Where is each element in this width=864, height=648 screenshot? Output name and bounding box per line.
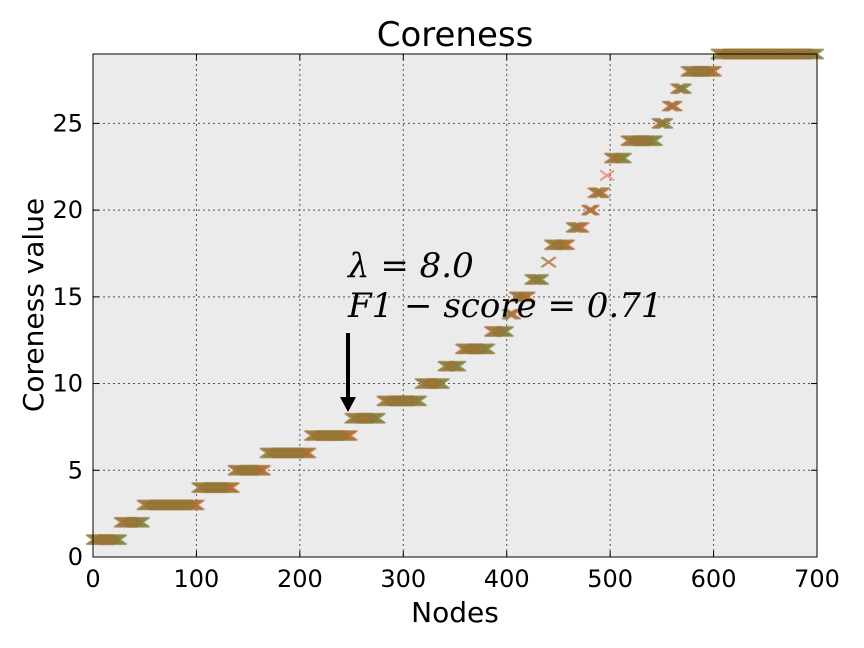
coreness-step-22	[599, 169, 615, 182]
coreness-step-9	[376, 395, 428, 407]
y-tick-label: 15	[52, 283, 83, 311]
chart-title: Coreness	[377, 15, 534, 55]
node-marker	[648, 135, 664, 147]
coreness-step-25	[651, 117, 674, 130]
plot-area	[93, 54, 817, 557]
y-axis-label: Coreness value	[17, 198, 50, 412]
coreness-step-5	[227, 464, 272, 476]
node-marker	[599, 169, 615, 182]
coreness-step-13	[483, 325, 515, 338]
node-marker	[595, 187, 611, 199]
node-marker	[541, 256, 557, 268]
gridlines	[93, 54, 817, 557]
coreness-step-28	[680, 65, 723, 78]
node-marker	[370, 412, 387, 424]
node-marker	[617, 152, 633, 164]
coreness-step-10	[414, 377, 451, 390]
node-marker	[584, 204, 601, 216]
coreness-step-11	[437, 360, 467, 372]
coreness-step-20	[580, 204, 601, 216]
x-tick-label: 0	[85, 565, 100, 593]
x-tick-label: 100	[174, 565, 220, 593]
node-marker	[534, 273, 550, 286]
y-tick-label: 25	[52, 109, 83, 137]
coreness-step-16	[523, 273, 550, 286]
node-marker	[301, 447, 317, 459]
x-axis-label: Nodes	[411, 596, 499, 629]
coreness-step-6	[259, 447, 317, 459]
coreness-step-21	[587, 187, 611, 199]
y-tick-label: 0	[68, 543, 83, 571]
coreness-step-1	[85, 533, 128, 546]
x-tick-label: 700	[794, 565, 840, 593]
node-marker	[574, 221, 590, 234]
coreness-step-19	[565, 221, 590, 234]
x-tick-label: 500	[587, 565, 633, 593]
coreness-step-17	[540, 256, 557, 268]
coreness-step-23	[603, 152, 633, 164]
y-tick-label: 5	[68, 456, 83, 484]
coreness-step-7	[303, 429, 359, 442]
node-marker	[342, 429, 359, 442]
annotation-arrow-head	[340, 397, 356, 412]
node-marker	[667, 100, 683, 112]
node-marker	[707, 65, 723, 78]
node-marker	[658, 117, 674, 130]
node-marker	[451, 360, 467, 372]
coreness-step-18	[543, 239, 576, 251]
annotation-arrow	[340, 333, 356, 412]
coreness-step-26	[661, 100, 683, 112]
coreness-step-3	[136, 499, 206, 511]
coreness-step-12	[454, 343, 496, 355]
coreness-step-4	[190, 481, 241, 494]
node-marker	[677, 82, 693, 95]
coreness-step-15	[508, 291, 537, 303]
node-marker	[480, 343, 496, 355]
y-tick-label: 20	[52, 196, 83, 224]
coreness-step-14	[501, 308, 522, 320]
node-marker	[112, 533, 128, 546]
plot-frame	[92, 53, 818, 558]
node-marker	[499, 325, 515, 338]
node-marker	[135, 516, 151, 529]
node-marker	[506, 308, 522, 320]
node-marker	[412, 395, 428, 407]
node-marker	[520, 291, 537, 303]
coreness-step-8	[343, 412, 387, 424]
data-markers	[85, 48, 825, 546]
node-marker	[225, 481, 241, 494]
node-marker	[256, 464, 272, 476]
lambda-annotation: λ = 8.0	[346, 246, 474, 286]
x-tick-label: 400	[484, 565, 530, 593]
x-tick-label: 300	[380, 565, 426, 593]
x-tick-label: 200	[277, 565, 323, 593]
coreness-step-27	[669, 82, 693, 95]
coreness-step-2	[113, 516, 151, 529]
axis-ticks: 0 100 200 300 400 500 600 700 0 5 10 15 20 25	[52, 54, 840, 593]
coreness-step-24	[620, 135, 664, 147]
node-marker	[189, 499, 206, 511]
x-tick-label: 600	[691, 565, 737, 593]
f1-score-annotation: F1 − score = 0.71	[347, 286, 662, 326]
node-marker	[560, 239, 576, 251]
node-marker	[435, 377, 451, 390]
y-tick-label: 10	[52, 370, 83, 398]
